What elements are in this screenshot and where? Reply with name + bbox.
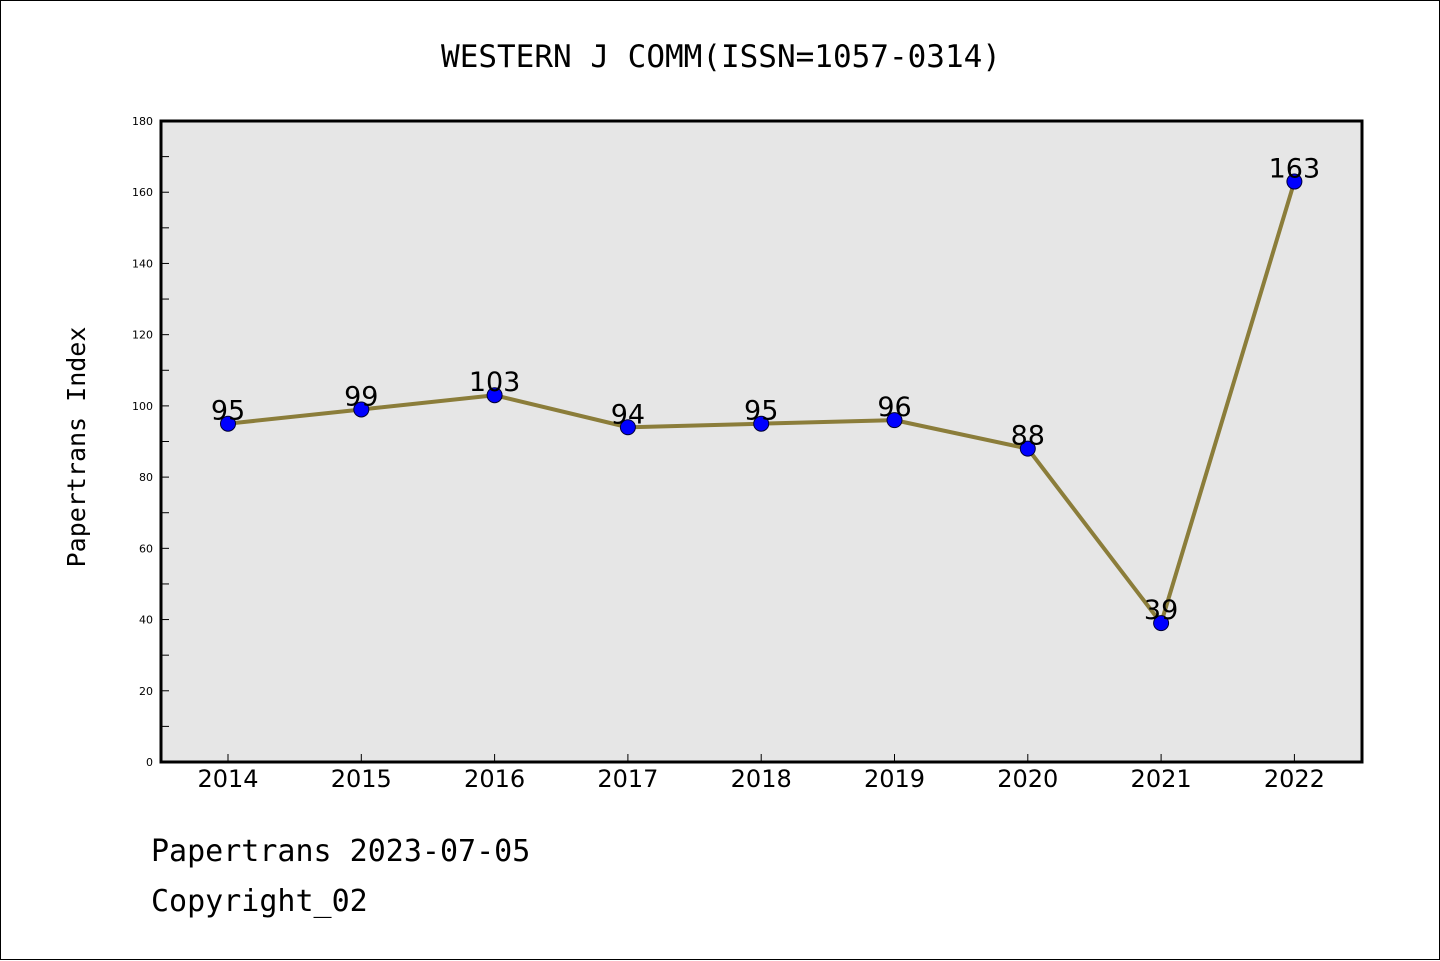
data-point [753,415,770,432]
data-label: 103 [469,367,521,398]
data-label: 163 [1269,154,1321,185]
x-tick-label: 2019 [864,765,925,793]
plot-area [159,119,1364,764]
footer-date: Papertrans 2023-07-05 [151,834,531,869]
y-tick-label: 180 [132,115,153,128]
data-point [486,387,503,404]
data-point [886,412,903,429]
y-tick-label: 80 [139,471,153,484]
y-tick-label: 20 [139,685,153,698]
data-label: 99 [344,381,378,412]
data-label: 39 [1144,595,1178,626]
data-label: 95 [744,396,778,427]
y-tick-label: 140 [132,257,153,270]
data-point [619,419,636,436]
x-tick-label: 2017 [597,765,658,793]
y-axis: 0 20 40 60 80 100 120 140 160 180 [132,115,169,769]
y-tick-label: 0 [146,756,153,769]
y-tick-label: 160 [132,186,153,199]
x-tick-label: 2015 [331,765,392,793]
data-point [353,401,370,418]
data-point [1153,615,1170,632]
data-point [1286,173,1303,190]
footer-copyright: Copyright_02 [151,884,368,919]
y-tick-label: 40 [139,614,153,627]
data-point [1019,440,1036,457]
x-tick-label: 2014 [197,765,258,793]
data-point [220,415,236,432]
series-group: 95 99 103 94 95 96 88 39 163 [211,154,1321,632]
x-tick-label: 2018 [731,765,792,793]
y-tick-label: 120 [132,329,153,342]
data-label: 95 [211,396,245,427]
chart-title: WESTERN J COMM(ISSN=1057-0314) [441,39,1001,75]
x-tick-label: 2021 [1131,765,1192,793]
data-label: 88 [1011,421,1045,452]
x-tick-label: 2020 [997,765,1058,793]
x-tick-label: 2016 [464,765,525,793]
y-tick-label: 100 [132,400,153,413]
data-label: 96 [877,392,911,423]
data-label: 94 [611,399,645,430]
y-tick-label: 60 [139,542,153,555]
y-axis-label: Papertrans Index [62,327,91,568]
x-tick-label: 2022 [1264,765,1325,793]
x-axis: 2014 2015 2016 2017 2018 2019 2020 2021 2022 [197,754,1325,793]
